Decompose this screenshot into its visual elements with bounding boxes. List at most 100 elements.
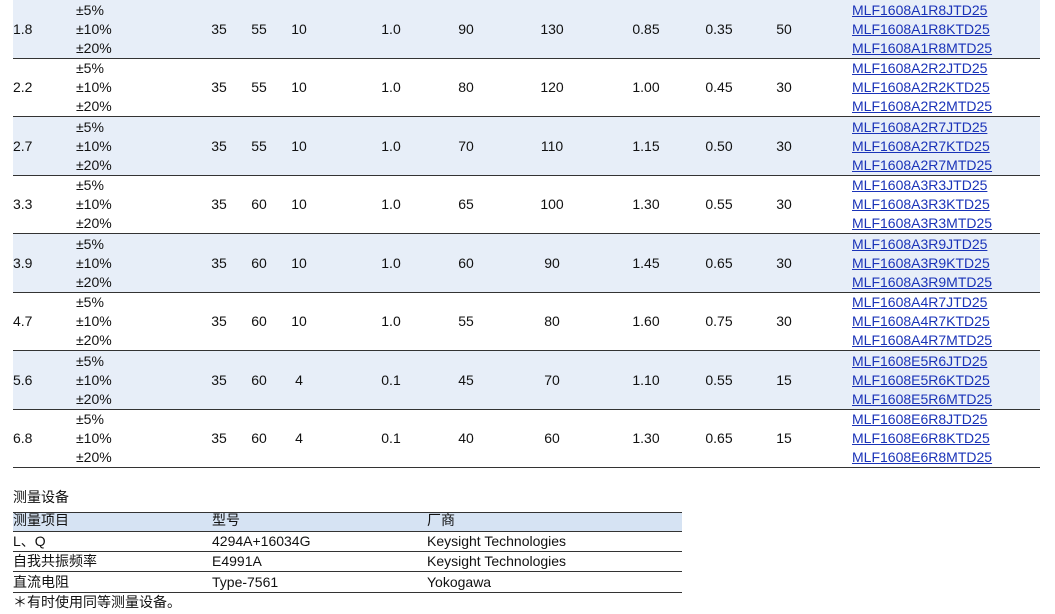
cell: 55 [458,313,474,329]
part-link[interactable]: MLF1608A1R8JTD25 [852,1,988,18]
cell: 0.1 [381,430,401,446]
footnote: ＊有时使用同等测量设备。 [13,594,181,610]
equipment-row [13,552,682,572]
part-link[interactable]: MLF1608A4R7JTD25 [852,294,988,310]
cell: 1.30 [632,430,660,446]
part-link[interactable]: MLF1608A1R8KTD25 [852,20,990,37]
cell: 0.65 [705,254,733,271]
tolerance: ±10% [76,196,112,212]
cell: 0.55 [705,371,733,388]
part-link[interactable]: MLF1608E5R6JTD25 [852,352,988,369]
cell: 55 [251,137,267,154]
part-link[interactable]: MLF1608A2R7MTD25 [852,156,993,173]
cell: 35 [211,371,227,388]
tolerance: ±20% [76,390,112,407]
part-link[interactable]: MLF1608A3R3JTD25 [852,177,988,193]
cell: 35 [211,137,227,154]
part-link[interactable]: MLF1608E5R6KTD25 [852,371,990,388]
tolerance: ±5% [76,177,104,193]
cell: 35 [211,254,227,271]
equipment-row [13,531,682,552]
tolerance: ±5% [76,1,104,18]
cell: 35 [211,20,227,37]
cell: 0.1 [381,371,401,388]
cell: 130 [540,20,564,37]
part-link[interactable]: MLF1608A3R3MTD25 [852,215,993,231]
inductance: 5.6 [13,371,33,388]
part-link[interactable]: MLF1608A3R9MTD25 [852,273,993,290]
tolerance: ±10% [76,313,112,329]
cell: 70 [544,371,560,388]
cell: 40 [458,430,474,446]
cell: 30 [776,313,792,329]
inductance: 2.7 [13,137,33,154]
cell: 55 [251,79,267,95]
cell: 15 [776,430,792,446]
part-link[interactable]: MLF1608E6R8KTD25 [852,430,990,446]
cell: 100 [540,196,564,212]
cell: 0.45 [705,79,733,95]
tolerance: ±5% [76,294,104,310]
part-link[interactable]: MLF1608A4R7KTD25 [852,313,990,329]
part-link[interactable]: MLF1608A2R7JTD25 [852,118,988,135]
part-link[interactable]: MLF1608A1R8MTD25 [852,39,993,56]
tolerance: ±20% [76,273,112,290]
cell: 10 [291,79,307,95]
header-cell: 测量项目 [13,512,69,528]
cell: 4 [295,371,303,388]
tolerance: ±10% [76,137,112,154]
cell: 110 [540,137,564,154]
tolerance: ±10% [76,430,112,446]
part-link[interactable]: MLF1608A2R7KTD25 [852,137,990,154]
part-link[interactable]: MLF1608A2R2JTD25 [852,60,988,76]
cell: 0.65 [705,430,733,446]
equipment-header [13,512,682,532]
cell: 60 [251,196,267,212]
cell: 30 [776,254,792,271]
cell: 1.00 [632,79,660,95]
cell: 0.35 [705,20,733,37]
tolerance: ±10% [76,371,112,388]
part-link[interactable]: MLF1608A3R3KTD25 [852,196,990,212]
equipment-cell: 4294A+16034G [212,532,311,549]
cell: 90 [544,254,560,271]
cell: 30 [776,137,792,154]
table-row [13,409,1040,468]
cell: 60 [251,371,267,388]
cell: 0.75 [705,313,733,329]
inductance: 4.7 [13,313,33,329]
part-link[interactable]: MLF1608E5R6MTD25 [852,390,993,407]
tolerance: ±10% [76,79,112,95]
table-row [13,292,1040,351]
cell: 1.60 [632,313,660,329]
inductance: 6.8 [13,430,33,446]
equipment-cell: L、Q [13,532,46,549]
tolerance: ±20% [76,156,112,173]
cell: 30 [776,79,792,95]
part-link[interactable]: MLF1608A2R2MTD25 [852,98,993,114]
table-row [13,175,1040,234]
tolerance: ±5% [76,411,104,427]
cell: 80 [544,313,560,329]
header-cell: 型号 [212,512,240,528]
cell: 1.0 [381,254,401,271]
equipment-cell: Keysight Technologies [427,553,567,569]
part-link[interactable]: MLF1608A2R2KTD25 [852,79,990,95]
part-link[interactable]: MLF1608A4R7MTD25 [852,332,993,348]
cell: 55 [251,20,267,37]
part-link[interactable]: MLF1608E6R8MTD25 [852,449,993,465]
part-link[interactable]: MLF1608A3R9KTD25 [852,254,990,271]
equipment-cell: Type-7561 [212,573,279,590]
cell: 10 [291,20,307,37]
cell: 35 [211,79,227,95]
cell: 15 [776,371,792,388]
part-link[interactable]: MLF1608E6R8JTD25 [852,411,988,427]
part-link[interactable]: MLF1608A3R9JTD25 [852,235,988,252]
table-row [13,234,1040,293]
cell: 70 [458,137,474,154]
cell: 10 [291,137,307,154]
cell: 90 [458,20,474,37]
cell: 1.0 [381,20,401,37]
section-title: 测量设备 [13,489,69,505]
